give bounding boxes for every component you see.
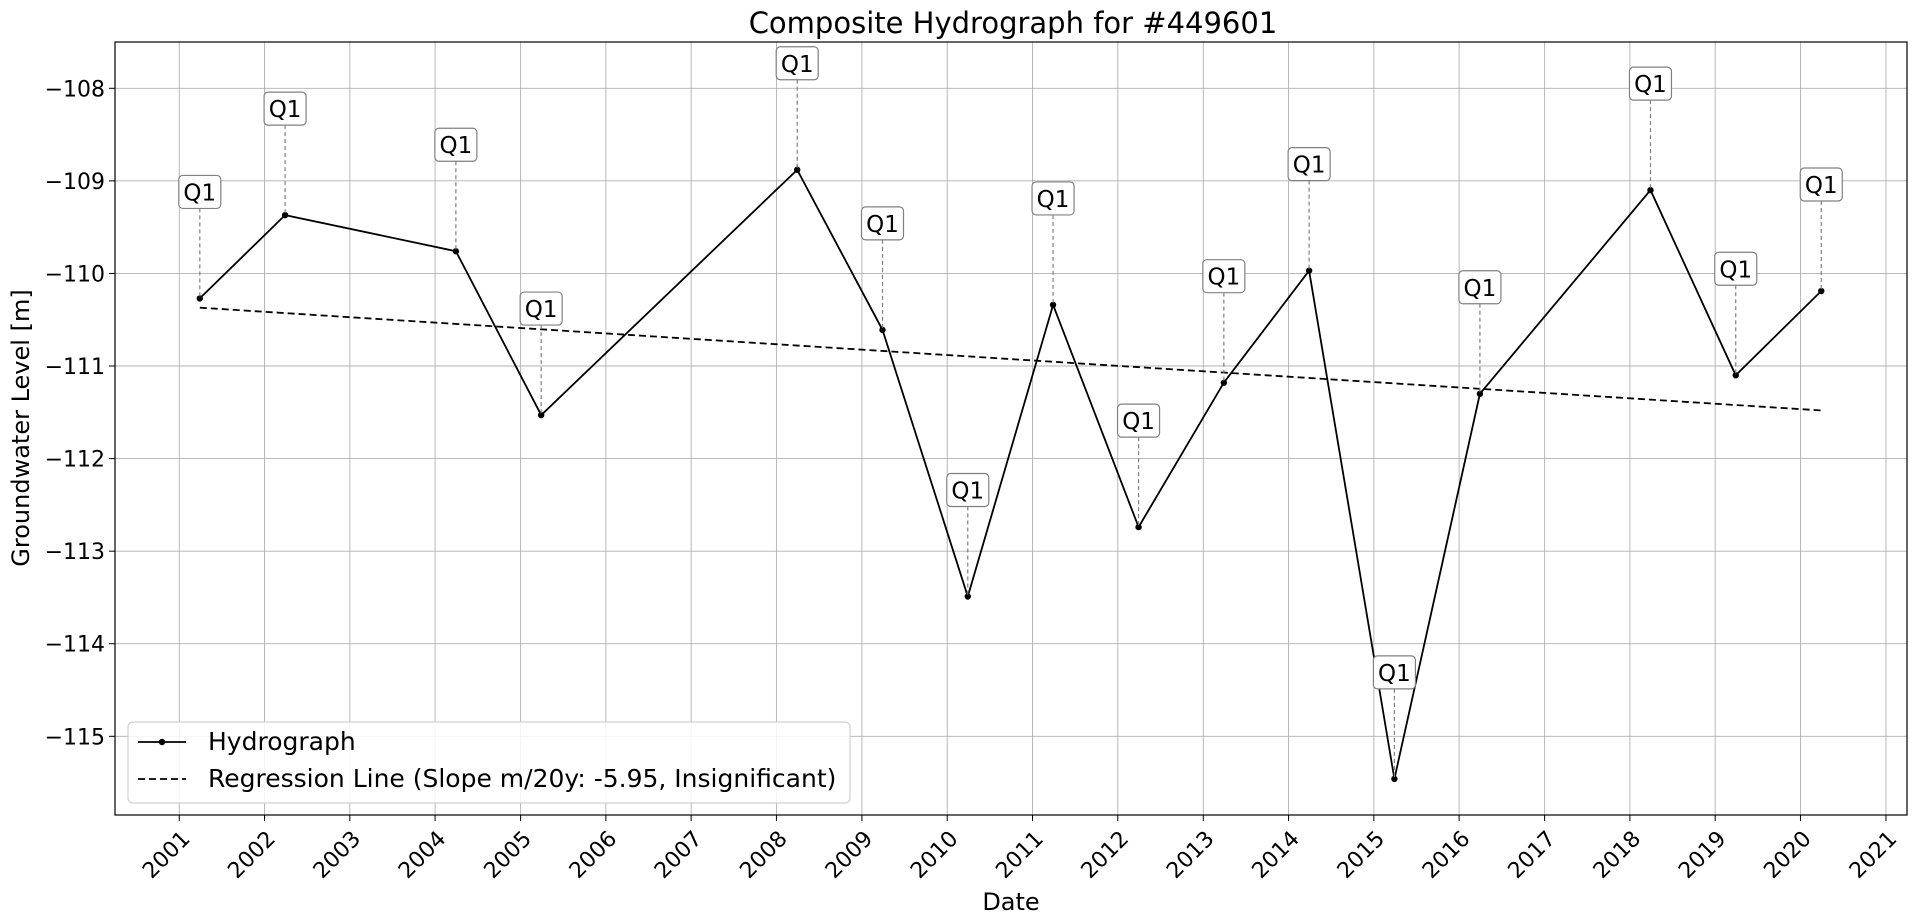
hydrograph-point	[281, 211, 289, 219]
x-tick-label: 2016	[1418, 827, 1475, 884]
regression-line	[199, 306, 1822, 412]
x-tick-label: 2014	[1248, 827, 1305, 884]
hydrograph-point	[794, 166, 801, 173]
hydrograph-point	[1476, 390, 1484, 397]
annotation-box	[178, 174, 222, 210]
annotation-label: Q1	[525, 297, 558, 323]
y-tick-label: −110	[45, 262, 105, 287]
x-tick-label: 2001	[138, 827, 195, 884]
legend-regression-label: Regression Line (Slope m/20y: -5.95, Ins…	[208, 764, 836, 793]
annotation-label: Q1	[866, 212, 899, 238]
hydrograph-point	[879, 326, 886, 334]
annotation-box	[946, 472, 990, 508]
annotation-box	[1116, 403, 1161, 438]
y-tick-label: −113	[45, 540, 105, 565]
y-tick-label: −109	[45, 170, 105, 195]
annotation-label: Q1	[781, 52, 814, 78]
x-tick-label: 2021	[1845, 827, 1902, 884]
annotation-box	[1202, 259, 1246, 294]
x-tick-label: 2004	[394, 827, 451, 884]
hydrograph-point	[1049, 301, 1057, 309]
annotation-box	[1458, 270, 1502, 305]
annotation-box	[1799, 167, 1843, 202]
regression-series	[199, 306, 1822, 412]
annotation-box	[1628, 66, 1673, 101]
y-axis-label: Groundwater Level [m]	[7, 289, 35, 566]
hydrograph-series	[196, 166, 1825, 783]
x-tick-label: 2006	[565, 827, 622, 884]
point-annotations: Q1 Q1 Q1 Q1 Q1 Q1 Q1 Q1 Q1 Q1 Q1 Q1 Q1 Q1 Q1 Q1	[178, 46, 1843, 779]
hydrograph-point	[1135, 523, 1142, 531]
x-tick-label: 2008	[735, 827, 792, 884]
x-axis-ticks: 2001 2002 2003 2004 2005 2006 2007 2008 2009 2010…	[138, 815, 1902, 884]
annotation-box	[1372, 655, 1416, 690]
x-tick-label: 2018	[1589, 827, 1646, 884]
hydrograph-line	[199, 168, 1822, 780]
x-tick-label: 2010	[906, 827, 963, 884]
legend-frame	[127, 721, 851, 804]
legend-hydrograph-label: Hydrograph	[208, 727, 356, 756]
annotation-label: Q1	[1719, 257, 1752, 283]
annotation-box	[1031, 181, 1075, 216]
x-tick-label: 2011	[991, 827, 1048, 884]
annotation-label: Q1	[1378, 661, 1411, 687]
hydrograph-point	[964, 593, 971, 600]
x-tick-label: 2002	[223, 827, 280, 884]
annotation-label: Q1	[269, 97, 302, 123]
annotation-label: Q1	[951, 479, 984, 505]
annotation-box	[1714, 251, 1758, 286]
x-tick-label: 2012	[1077, 827, 1134, 884]
hydrograph-point	[1305, 267, 1313, 274]
hydrograph-point	[1818, 287, 1825, 295]
plot-frame	[114, 41, 1908, 816]
x-tick-label: 2020	[1759, 827, 1816, 884]
x-axis-label: Date	[982, 888, 1039, 916]
chart-title: Composite Hydrograph for #449601	[749, 6, 1278, 40]
annotation-box	[434, 127, 478, 162]
annotation-label: Q1	[1122, 409, 1155, 435]
annotation-label: Q1	[1464, 276, 1497, 302]
annotation-label: Q1	[1805, 173, 1838, 199]
x-tick-label: 2015	[1333, 827, 1390, 884]
annotation-label: Q1	[1634, 72, 1667, 98]
annotation-box	[775, 46, 819, 81]
annotation-label: Q1	[440, 133, 473, 159]
hydrograph-point	[1732, 372, 1739, 379]
annotation-box	[1287, 147, 1331, 182]
annotation-label: Q1	[1037, 187, 1070, 213]
y-tick-label: −108	[45, 77, 105, 102]
y-tick-label: −112	[45, 448, 105, 473]
annotation-label: Q1	[1207, 265, 1240, 291]
grid-lines	[115, 42, 1907, 815]
legend-hydrograph-marker	[158, 738, 166, 746]
y-tick-label: −114	[45, 633, 105, 658]
y-tick-label: −115	[45, 725, 105, 750]
y-axis-ticks: −108 −109 −110 −111 −112 −113 −114 −115	[45, 77, 115, 750]
annotation-box	[519, 291, 563, 326]
y-tick-label: −111	[45, 355, 105, 380]
legend: Hydrograph Regression Line (Slope m/20y:…	[127, 721, 851, 804]
hydrograph-point	[1647, 186, 1654, 194]
x-tick-label: 2017	[1504, 827, 1561, 884]
x-tick-label: 2013	[1162, 827, 1219, 884]
x-tick-label: 2005	[480, 827, 537, 884]
annotation-label: Q1	[183, 180, 216, 206]
hydrograph-point	[537, 411, 545, 419]
x-tick-label: 2007	[650, 827, 707, 884]
x-tick-label: 2019	[1674, 827, 1731, 884]
annotation-box	[860, 206, 905, 241]
hydrograph-point	[452, 248, 460, 255]
hydrograph-point	[1220, 379, 1228, 386]
annotation-box	[263, 91, 307, 126]
x-tick-label: 2003	[309, 827, 366, 884]
hydrograph-point	[1391, 775, 1398, 783]
annotation-label: Q1	[1293, 153, 1326, 179]
x-tick-label: 2009	[821, 827, 878, 884]
hydrograph-point	[196, 295, 204, 302]
